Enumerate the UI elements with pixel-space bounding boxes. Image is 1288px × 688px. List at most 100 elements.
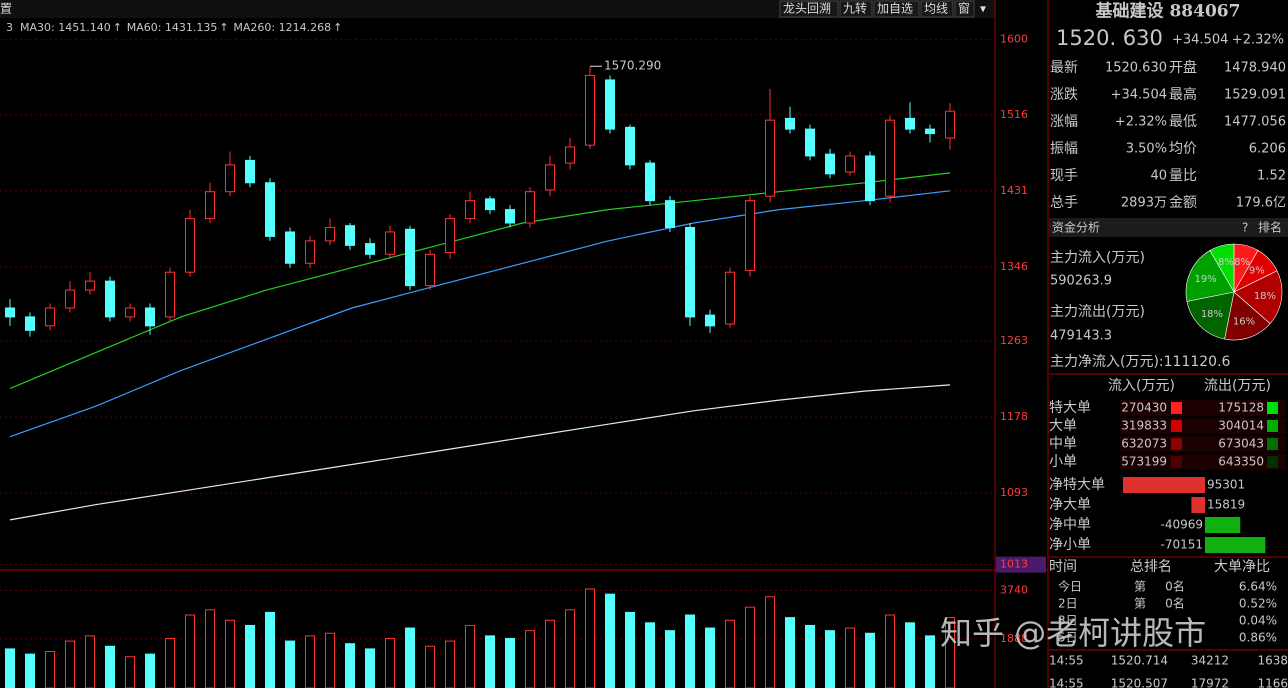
candle-body bbox=[785, 117, 795, 130]
net-bar bbox=[1191, 497, 1205, 513]
toolbar-label: 置 bbox=[0, 2, 12, 16]
candle-body bbox=[545, 164, 555, 191]
net-label: 净小单 bbox=[1049, 537, 1091, 553]
candle-body bbox=[85, 280, 95, 291]
net-bar bbox=[1205, 517, 1241, 533]
candle-body bbox=[625, 126, 635, 166]
candle-body bbox=[405, 228, 415, 287]
flow-row-bg bbox=[1120, 436, 1286, 452]
flow-row-bg bbox=[1120, 454, 1286, 470]
volume-bar bbox=[705, 627, 715, 688]
volume-bar bbox=[485, 635, 495, 688]
toolbar-button-label[interactable]: 九转 bbox=[843, 1, 867, 16]
candle-body bbox=[365, 243, 375, 255]
pie-slice bbox=[1185, 250, 1235, 302]
candle-body bbox=[125, 307, 135, 318]
ma-line bbox=[9, 190, 951, 438]
toolbar-button[interactable] bbox=[920, 0, 954, 18]
volume-bar bbox=[385, 637, 395, 688]
volume-bar bbox=[165, 637, 175, 688]
volume-bar bbox=[105, 645, 115, 688]
candle-body bbox=[105, 280, 115, 318]
flow-in-icon bbox=[1171, 456, 1182, 468]
candle-body bbox=[925, 128, 935, 135]
rank-word: 第 bbox=[1134, 597, 1146, 611]
net-value: -40969 bbox=[1160, 518, 1203, 532]
pie-label: 9% bbox=[1249, 266, 1265, 277]
volume-bar bbox=[605, 593, 615, 688]
volume-bar bbox=[685, 614, 695, 688]
net-bar bbox=[1205, 537, 1266, 553]
toolbar-button-label[interactable]: 窗 bbox=[958, 2, 970, 16]
candle-body bbox=[645, 162, 655, 202]
toolbar-button-label[interactable]: 龙头回溯 bbox=[783, 1, 831, 16]
outflow-label: 主力流出(万元) bbox=[1050, 304, 1145, 320]
candle-body bbox=[465, 200, 475, 220]
toolbar-button-label[interactable]: 加自选 bbox=[877, 2, 913, 16]
info-label: 金额 bbox=[1169, 195, 1197, 211]
net-value: 15819 bbox=[1207, 498, 1245, 512]
candle-body bbox=[665, 200, 675, 228]
volume-bar bbox=[45, 651, 55, 688]
volume-bar bbox=[265, 611, 275, 688]
volume-bar bbox=[405, 627, 415, 688]
toolbar-button[interactable] bbox=[779, 0, 839, 18]
volume-bar bbox=[905, 622, 915, 688]
flow-out-icon bbox=[1267, 438, 1278, 450]
volume-bar bbox=[325, 632, 335, 688]
toolbar-button[interactable] bbox=[873, 0, 920, 18]
volume-bar bbox=[5, 648, 15, 688]
fund-tab[interactable]: ? bbox=[1242, 221, 1248, 235]
ma-legend-arrow: ↑ bbox=[113, 21, 122, 34]
fund-tab[interactable]: 资金分析 bbox=[1052, 220, 1100, 235]
volume-bar bbox=[365, 648, 375, 688]
toolbar-menu[interactable]: ▾ bbox=[980, 2, 986, 16]
pie-label: 8% bbox=[1218, 257, 1234, 268]
y-tick-label: 1178 bbox=[1000, 410, 1028, 423]
rank-period: 2日 bbox=[1058, 597, 1078, 611]
ma-legend: MA260: 1214.268 bbox=[233, 21, 331, 34]
candle-body bbox=[725, 271, 735, 325]
tick-amount: 1166 bbox=[1257, 677, 1288, 688]
inflow-value: 590263.9 bbox=[1050, 274, 1112, 289]
volume-bar bbox=[85, 635, 95, 688]
info-value: 2893万 bbox=[1121, 196, 1167, 211]
volume-bar bbox=[825, 630, 835, 688]
fund-tab[interactable]: 排名 bbox=[1258, 220, 1282, 235]
toolbar-button-label[interactable]: 均线 bbox=[924, 2, 948, 16]
info-value: +2.32% bbox=[1115, 115, 1167, 130]
candle-body bbox=[565, 146, 575, 164]
info-label: 最新 bbox=[1050, 60, 1078, 76]
info-value: 1520.630 bbox=[1105, 61, 1167, 76]
flow-label: 大单 bbox=[1049, 418, 1077, 434]
ma-legend-arrow: ↑ bbox=[219, 21, 228, 34]
candle-body bbox=[865, 155, 875, 202]
net-label: 净中单 bbox=[1049, 517, 1091, 533]
pie-slice bbox=[1233, 270, 1283, 325]
volume-bar bbox=[185, 614, 195, 688]
net-value: -70151 bbox=[1160, 538, 1203, 552]
toolbar-button[interactable] bbox=[839, 0, 873, 18]
ma-line bbox=[9, 172, 951, 390]
ma-prefix: 3 bbox=[6, 21, 13, 34]
rank-value: 0名 bbox=[1165, 579, 1185, 594]
info-value: 1.52 bbox=[1257, 169, 1286, 184]
volume-bar bbox=[345, 643, 355, 688]
inflow-label: 主力流入(万元) bbox=[1050, 250, 1145, 266]
flow-out: 175128 bbox=[1218, 401, 1264, 415]
flow-out-icon bbox=[1267, 420, 1278, 432]
candle-body bbox=[485, 198, 495, 211]
flow-label: 小单 bbox=[1049, 454, 1077, 470]
toolbar-button[interactable] bbox=[954, 0, 975, 18]
flow-out: 643350 bbox=[1218, 455, 1264, 469]
flow-out: 304014 bbox=[1218, 419, 1264, 433]
ma-legend-arrow: ↑ bbox=[333, 21, 342, 34]
panel-price: 1520. 630 bbox=[1056, 26, 1163, 50]
pie-slice bbox=[1186, 291, 1235, 340]
tick-price: 1520.507 bbox=[1111, 677, 1168, 688]
volume-bar bbox=[725, 619, 735, 688]
candle-body bbox=[805, 128, 815, 157]
info-label: 开盘 bbox=[1169, 59, 1197, 76]
fund-tab-bar bbox=[1049, 218, 1288, 237]
pie-slice bbox=[1224, 291, 1271, 341]
